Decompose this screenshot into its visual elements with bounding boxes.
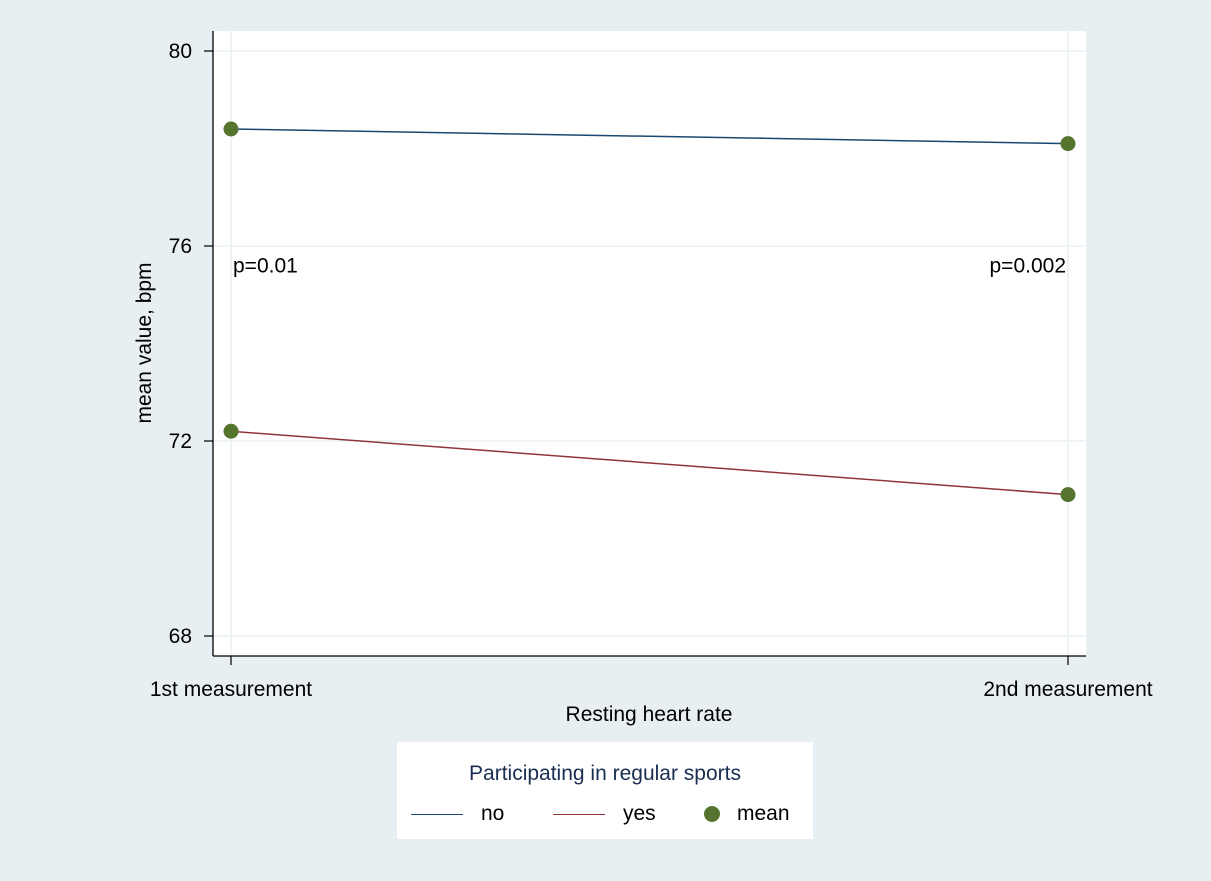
x-axis-title: Resting heart rate	[566, 703, 733, 726]
mean-point-no-1	[1060, 136, 1076, 152]
legend-label-mean: mean	[737, 802, 790, 825]
legend-label-yes: yes	[623, 802, 656, 825]
annotations: p=0.01 p=0.002	[233, 255, 1066, 278]
mean-point-no-0	[223, 121, 239, 137]
legend-marker-mean	[704, 806, 720, 822]
legend-title: Participating in regular sports	[469, 762, 741, 785]
annotation-p-value-1: p=0.002	[990, 255, 1067, 278]
legend-line-no	[411, 814, 463, 815]
y-tick-label-80: 80	[169, 40, 192, 63]
y-axis-title: mean value, bpm	[133, 262, 156, 423]
legend-line-yes	[553, 814, 605, 815]
mean-point-yes-1	[1060, 487, 1076, 503]
axes: 68 72 76 80 1st measurement 2nd measurement	[150, 31, 1153, 701]
y-tick-label-76: 76	[169, 235, 192, 258]
x-tick-label-1: 2nd measurement	[983, 678, 1152, 701]
y-tick-label-68: 68	[169, 625, 192, 648]
annotation-p-value-0: p=0.01	[233, 255, 298, 278]
mean-point-yes-0	[223, 423, 239, 439]
series-line-yes	[230, 430, 1069, 496]
legend: Participating in regular sports no yes m…	[397, 742, 813, 839]
x-tick-label-0: 1st measurement	[150, 678, 312, 701]
mean-markers	[223, 121, 1076, 503]
series-line-no	[230, 128, 1069, 145]
series-lines	[230, 128, 1069, 496]
plot-area	[213, 31, 1086, 656]
y-tick-label-72: 72	[169, 430, 192, 453]
legend-label-no: no	[481, 802, 505, 825]
